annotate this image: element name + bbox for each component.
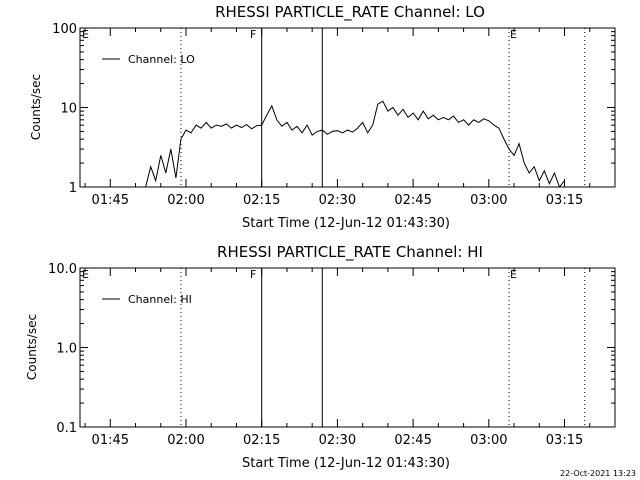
panel-hi-plot-area: 01:45 02:00 02:15 02:30 02:45 03:00 03:15 0.1 1.… bbox=[48, 262, 616, 448]
panel-hi-xtick-label-4: 02:45 bbox=[394, 433, 431, 448]
panel-hi-title: RHESSI PARTICLE_RATE Channel: HI bbox=[217, 243, 483, 262]
panel-hi-xtick-label-1: 02:00 bbox=[167, 433, 204, 448]
panel-hi: RHESSI PARTICLE_RATE Channel: HI Start T… bbox=[25, 243, 616, 471]
panel-lo-ytick-label-1: 10 bbox=[60, 102, 77, 117]
panel-hi-xtick-label-5: 03:00 bbox=[470, 433, 507, 448]
panel-lo-marker-f: F bbox=[250, 28, 256, 41]
panel-hi-marker-f: F bbox=[250, 268, 256, 281]
panel-lo-xtick-label-6: 03:15 bbox=[546, 193, 583, 208]
panel-hi-xtick-label-6: 03:15 bbox=[546, 433, 583, 448]
panel-lo-plot-area: 01:45 02:00 02:15 02:30 02:45 03:00 03:15 1 10 10… bbox=[52, 22, 616, 208]
panel-lo: RHESSI PARTICLE_RATE Channel: LO Start T… bbox=[29, 3, 616, 231]
panel-lo-xtick-label-5: 03:00 bbox=[470, 193, 507, 208]
panel-hi-ytick-label-1: 1.0 bbox=[56, 342, 77, 357]
panel-lo-ytick-label-0: 1 bbox=[69, 181, 77, 196]
panel-lo-marker-e-right: E bbox=[510, 28, 517, 41]
panel-hi-frame bbox=[79, 267, 616, 428]
panel-lo-ytick-label-2: 100 bbox=[52, 22, 77, 37]
panel-lo-marker-e-left: E bbox=[82, 28, 89, 41]
panel-hi-ylabel: Counts/sec bbox=[25, 314, 39, 380]
panel-hi-marker-e-left: E bbox=[82, 268, 89, 281]
footer-timestamp: 22-Oct-2021 13:23 bbox=[560, 469, 636, 478]
panel-lo-ylabel: Counts/sec bbox=[29, 74, 43, 140]
panel-hi-xtick-label-0: 01:45 bbox=[92, 433, 129, 448]
panel-lo-frame bbox=[79, 27, 616, 188]
panel-hi-xlabel: Start Time (12-Jun-12 01:43:30) bbox=[242, 456, 450, 471]
panel-hi-ytick-label-0: 0.1 bbox=[56, 421, 77, 436]
panel-lo-xlabel: Start Time (12-Jun-12 01:43:30) bbox=[242, 216, 450, 231]
panel-lo-xtick-label-1: 02:00 bbox=[167, 193, 204, 208]
panel-hi-xtick-label-2: 02:15 bbox=[243, 433, 280, 448]
panel-lo-xtick-label-2: 02:15 bbox=[243, 193, 280, 208]
panel-hi-xtick-label-3: 02:30 bbox=[319, 433, 356, 448]
panel-hi-legend-label: Channel: HI bbox=[128, 293, 192, 306]
panel-hi-ytick-label-2: 10.0 bbox=[48, 262, 77, 277]
panel-lo-title: RHESSI PARTICLE_RATE Channel: LO bbox=[215, 3, 485, 22]
panel-lo-xtick-label-4: 02:45 bbox=[394, 193, 431, 208]
panel-lo-xtick-label-0: 01:45 bbox=[92, 193, 129, 208]
panel-hi-marker-e-right: E bbox=[510, 268, 517, 281]
panel-lo-series-line-0 bbox=[145, 100, 565, 187]
panel-lo-legend-label: Channel: LO bbox=[128, 53, 195, 66]
panel-lo-xtick-label-3: 02:30 bbox=[319, 193, 356, 208]
